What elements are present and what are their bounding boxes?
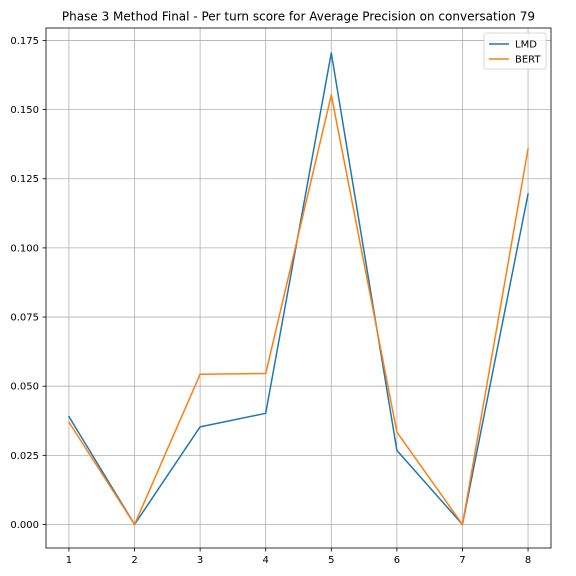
x-tick-label: 6 (394, 555, 400, 566)
x-tick-label: 3 (197, 555, 203, 566)
legend-box (483, 32, 547, 70)
legend-label-lmd: LMD (515, 40, 537, 51)
legend-label-bert: BERT (515, 55, 541, 66)
y-tick-label: 0.000 (10, 520, 39, 531)
x-tick-label: 2 (131, 555, 137, 566)
x-tick-label: 8 (525, 555, 531, 566)
y-tick-label: 0.150 (10, 105, 39, 116)
x-tick-label: 7 (459, 555, 465, 566)
x-axis: 1 2 3 4 5 6 7 8 (66, 548, 531, 566)
grid-lines (46, 28, 551, 548)
y-tick-label: 0.125 (10, 174, 39, 185)
y-tick-label: 0.025 (10, 451, 39, 462)
y-tick-label: 0.175 (10, 36, 39, 47)
y-tick-label: 0.050 (10, 382, 39, 393)
series-line-bert (67, 94, 529, 526)
x-tick-label: 5 (328, 555, 334, 566)
x-tick-label: 1 (66, 555, 72, 566)
chart-title: Phase 3 Method Final - Per turn score fo… (62, 10, 535, 24)
legend: LMD BERT (483, 32, 547, 70)
y-axis: 0.000 0.025 0.050 0.075 0.100 0.125 0.150 0.175 (10, 36, 46, 531)
plot-frame (45, 27, 552, 549)
series-lines (67, 52, 529, 526)
x-tick-label: 4 (263, 555, 269, 566)
y-tick-label: 0.075 (10, 313, 39, 324)
y-tick-label: 0.100 (10, 243, 39, 254)
